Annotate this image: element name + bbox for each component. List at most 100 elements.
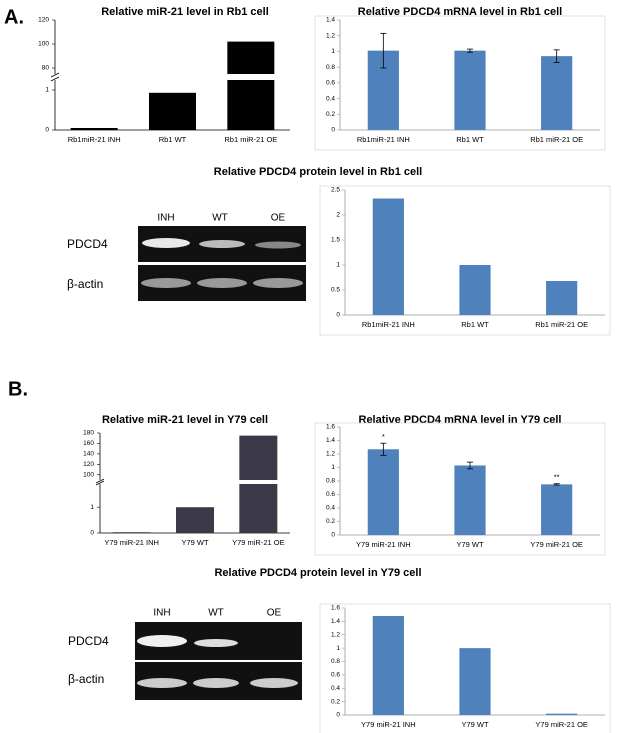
y-tick-label: 80 (42, 65, 50, 72)
section-title: Relative PDCD4 protein level in Rb1 cell (214, 166, 422, 178)
x-tick-label: Rb1miR-21 INH (357, 135, 410, 144)
y-tick-label: 1.2 (331, 631, 340, 638)
bar (239, 435, 278, 480)
band (193, 678, 239, 688)
y-tick-label: 180 (83, 430, 94, 437)
band (250, 678, 298, 688)
chart-title: Relative miR-21 level in Y79 cell (102, 414, 268, 426)
blot: INH WT OE PDCD4 β-actin (67, 213, 306, 301)
x-tick-label: Y79 miR-21 OE (232, 538, 285, 547)
y-tick-label: 0.2 (326, 111, 335, 118)
x-tick-label: Rb1 miR-21 OE (530, 135, 583, 144)
error-bar (380, 32, 387, 69)
row-label: β-actin (67, 277, 103, 291)
band (255, 241, 301, 249)
x-tick-label: Y79 miR-21 OE (535, 720, 588, 729)
y-tick-label: 1 (336, 262, 340, 269)
y-tick-label: 0.6 (326, 491, 335, 498)
y-tick-label: 0.2 (326, 518, 335, 525)
bar (459, 265, 491, 315)
chart-frame (314, 422, 606, 556)
y-tick-label: 1 (45, 87, 49, 94)
y-tick-label: 0.5 (331, 287, 340, 294)
chart-title: Relative PDCD4 mRNA level in Rb1 cell (358, 6, 562, 18)
y-tick-label: 0.4 (326, 95, 335, 102)
y-tick-label: 0 (45, 127, 49, 134)
band (142, 238, 190, 248)
chart-title: Relative PDCD4 mRNA level in Y79 cell (359, 414, 562, 426)
x-tick-label: Y79 miR-21 INH (361, 720, 416, 729)
y-tick-label: 1.2 (326, 451, 335, 458)
y-tick-label: 140 (83, 451, 94, 458)
y-tick-label: 100 (38, 41, 49, 48)
y-tick-label: 0 (331, 127, 335, 134)
chart-frame (319, 603, 611, 733)
x-tick-label: Rb1 WT (456, 135, 484, 144)
chart-frame (314, 15, 606, 151)
y-tick-label: 0.4 (326, 505, 335, 512)
lane-label: INH (157, 213, 174, 224)
lane-label: WT (208, 608, 224, 619)
bar (367, 449, 399, 535)
annotation: * (382, 432, 385, 441)
x-tick-label: Y79 miR-21 OE (530, 540, 583, 549)
x-tick-label: Y79 WT (456, 540, 484, 549)
y-tick-label: 0.4 (331, 685, 340, 692)
bar (454, 50, 486, 131)
bar (541, 56, 573, 131)
y-tick-label: 100 (83, 471, 94, 478)
bar (112, 532, 151, 533)
y-tick-label: 1.4 (331, 618, 340, 625)
band (199, 240, 245, 248)
y-tick-label: 0.8 (326, 478, 335, 485)
y-tick-label: 2.5 (331, 187, 340, 194)
y-tick-label: 0.6 (326, 80, 335, 87)
lane-label: INH (153, 608, 170, 619)
y-tick-label: 120 (38, 17, 49, 24)
x-tick-label: Y79 WT (181, 538, 209, 547)
bar (546, 281, 578, 315)
y-tick-label: 160 (83, 440, 94, 447)
band (137, 635, 187, 647)
y-tick-label: 1 (331, 464, 335, 471)
y-tick-label: 1 (336, 645, 340, 652)
y-tick-label: 0 (331, 532, 335, 539)
chart-title: Relative miR-21 level in Rb1 cell (101, 6, 269, 18)
section-title: Relative PDCD4 protein level in Y79 cell (214, 567, 421, 579)
axis-break (50, 76, 60, 82)
bar (149, 92, 196, 130)
bar (70, 128, 118, 130)
band (141, 278, 191, 288)
lane-label: WT (212, 213, 228, 224)
y-tick-label: 1.2 (326, 32, 335, 39)
y-tick-label: 1 (90, 504, 94, 511)
y-tick-label: 1.4 (326, 437, 335, 444)
row-label: PDCD4 (68, 634, 109, 648)
y-tick-label: 0.8 (326, 64, 335, 71)
y-tick-label: 0 (336, 312, 340, 319)
bar (459, 648, 491, 715)
y-tick-label: 0 (336, 712, 340, 719)
annotation: ** (554, 473, 560, 482)
bar (541, 484, 573, 535)
y-tick-label: 1.6 (326, 424, 335, 431)
y-tick-label: 1.5 (331, 237, 340, 244)
panel-label: A. (4, 6, 24, 28)
bar (176, 507, 214, 533)
error-bar (553, 483, 560, 486)
band (253, 278, 303, 288)
y-tick-label: 2 (336, 212, 340, 219)
bar (546, 713, 578, 715)
x-tick-label: Rb1miR-21 INH (362, 320, 415, 329)
panel-label: B. (8, 378, 28, 400)
y-tick-label: 0.6 (331, 672, 340, 679)
bar (454, 465, 486, 535)
y-tick-label: 0 (90, 530, 94, 537)
x-tick-label: Rb1 miR-21 OE (535, 320, 588, 329)
x-tick-label: Y79 WT (461, 720, 489, 729)
y-tick-label: 120 (83, 461, 94, 468)
error-bar (467, 461, 473, 470)
x-tick-label: Rb1 WT (159, 135, 187, 144)
y-tick-label: 1 (331, 48, 335, 55)
